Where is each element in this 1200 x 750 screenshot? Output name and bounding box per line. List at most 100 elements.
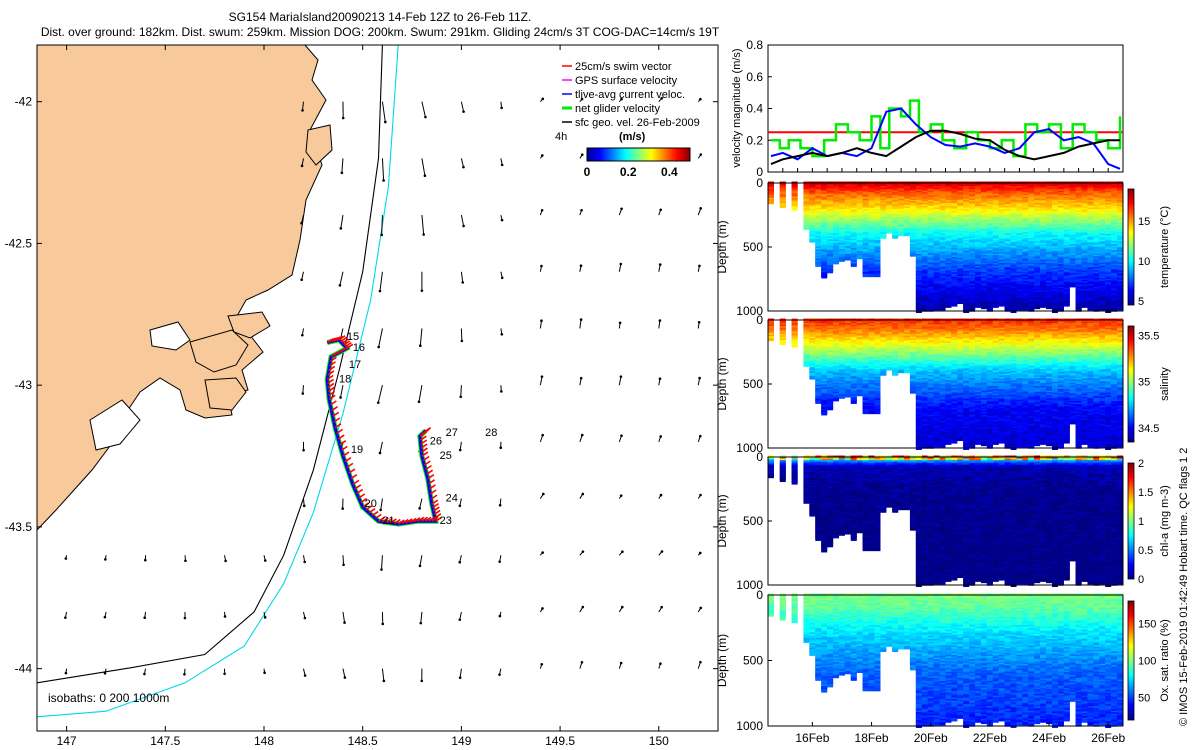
- geo-velocity-vector: [419, 611, 423, 625]
- section-sample: [767, 337, 774, 342]
- y-tick-label: 0.2: [746, 133, 763, 147]
- colorbar-tick-label: 5: [1138, 296, 1144, 308]
- y-tick-label: 0: [756, 176, 763, 190]
- geo-velocity-vector: [618, 321, 622, 329]
- swim-vector: [329, 400, 337, 406]
- velocity-frame: [767, 44, 1124, 173]
- track-day-label: 24: [446, 492, 458, 504]
- section-sample: [791, 344, 798, 348]
- section-sample: [874, 410, 881, 415]
- map-title-line-2: Dist. over ground: 182km. Dist. swum: 25…: [40, 25, 720, 39]
- section-sample: [821, 411, 828, 416]
- geo-velocity-vector: [301, 328, 304, 337]
- swim-vector: [431, 499, 439, 505]
- section-sample: [1069, 283, 1076, 288]
- geo-velocity-vector: [380, 555, 383, 571]
- geo-velocity-vector: [579, 661, 584, 669]
- section-sample: [898, 232, 905, 237]
- velocity-ylabel: velocity magnitude (m/s): [731, 48, 743, 167]
- geo-velocity-vector: [377, 328, 383, 349]
- geo-velocity-vector: [658, 97, 663, 103]
- speed-colorbar: [586, 147, 691, 162]
- geo-velocity-vector: [301, 101, 304, 112]
- section-sample: [927, 308, 934, 312]
- section-sample: [880, 372, 887, 376]
- swim-vector: [354, 484, 362, 490]
- track-day-label: 17: [349, 359, 361, 371]
- geo-velocity-vector: [64, 555, 68, 560]
- velocity-series-line: [771, 99, 1122, 158]
- geo-velocity-vector: [500, 385, 503, 393]
- section-sample: [1016, 306, 1023, 311]
- x-tick-label: 148: [254, 734, 274, 748]
- geo-velocity-vector: [458, 555, 462, 564]
- swim-vector: [329, 356, 337, 363]
- swim-vector: [397, 519, 405, 525]
- geo-velocity-vector: [103, 611, 107, 619]
- section-sample: [975, 304, 982, 308]
- swim-vector: [420, 439, 428, 445]
- geo-velocity-vector: [338, 271, 344, 287]
- y-tick-label: 0: [756, 165, 763, 179]
- geo-velocity-vector: [342, 611, 346, 624]
- y-tick-label: -42.5: [5, 236, 33, 250]
- geo-velocity-vector: [697, 97, 702, 103]
- geo-velocity-vector: [263, 555, 267, 562]
- geo-velocity-vector: [300, 271, 304, 282]
- swim-vector: [341, 338, 349, 344]
- swim-vector: [328, 394, 336, 401]
- swim-vector: [344, 341, 352, 348]
- geo-velocity-vector: [697, 493, 702, 499]
- geo-velocity-vector: [658, 605, 663, 613]
- section-ylabel: Depth (m): [715, 220, 729, 273]
- section-sample: [803, 226, 810, 230]
- geo-velocity-vector: [500, 328, 504, 336]
- geo-velocity-vector: [263, 611, 267, 619]
- swim-vector: [413, 517, 421, 523]
- geo-velocity-vector: [184, 555, 187, 563]
- swim-vector: [326, 337, 334, 344]
- swim-vector: [328, 365, 336, 372]
- section-sample: [951, 303, 958, 307]
- geo-velocity-vector: [539, 319, 543, 329]
- geo-velocity-vector: [697, 606, 703, 613]
- geo-velocity-vector: [618, 605, 624, 613]
- swim-vector: [343, 340, 351, 346]
- geo-velocity-vector: [500, 214, 504, 222]
- geo-velocity-vector: [539, 607, 544, 613]
- section-sample: [1040, 304, 1047, 308]
- section-sample: [862, 273, 869, 278]
- geo-velocity-vector: [223, 611, 227, 618]
- section-sample: [838, 395, 845, 399]
- geo-velocity-vector: [618, 494, 623, 499]
- geo-velocity-vector: [460, 101, 465, 113]
- geo-velocity-vector: [460, 328, 464, 343]
- geo-velocity-vector: [224, 555, 227, 563]
- section-sample: [827, 269, 834, 274]
- geo-velocity-vector: [500, 271, 504, 280]
- swim-vector: [428, 479, 436, 485]
- swim-vector: [424, 426, 432, 433]
- section-sample: [779, 204, 786, 209]
- swim-vector: [431, 516, 439, 522]
- geo-velocity-vector: [302, 611, 307, 620]
- track-day-label: 26: [430, 436, 442, 448]
- isobaths-label: isobaths: 0 200 1000m: [48, 691, 169, 705]
- geo-velocity-vector: [376, 385, 383, 404]
- velocity-series-line: [770, 129, 1120, 166]
- section-sample: [945, 304, 952, 308]
- geo-velocity-vector: [579, 97, 584, 103]
- island: [305, 124, 333, 166]
- geo-velocity-vector: [342, 668, 347, 679]
- y-tick-label: 0.4: [746, 102, 763, 116]
- bay: [89, 399, 141, 451]
- swim-vector: [337, 434, 345, 440]
- section-sample: [850, 263, 857, 267]
- geo-velocity-vector: [458, 668, 462, 680]
- geo-velocity-vector: [302, 668, 307, 677]
- isobath-1000m: [37, 45, 399, 718]
- geo-velocity-vector: [697, 264, 701, 272]
- colorbar-tick-label: 0.4: [661, 165, 678, 179]
